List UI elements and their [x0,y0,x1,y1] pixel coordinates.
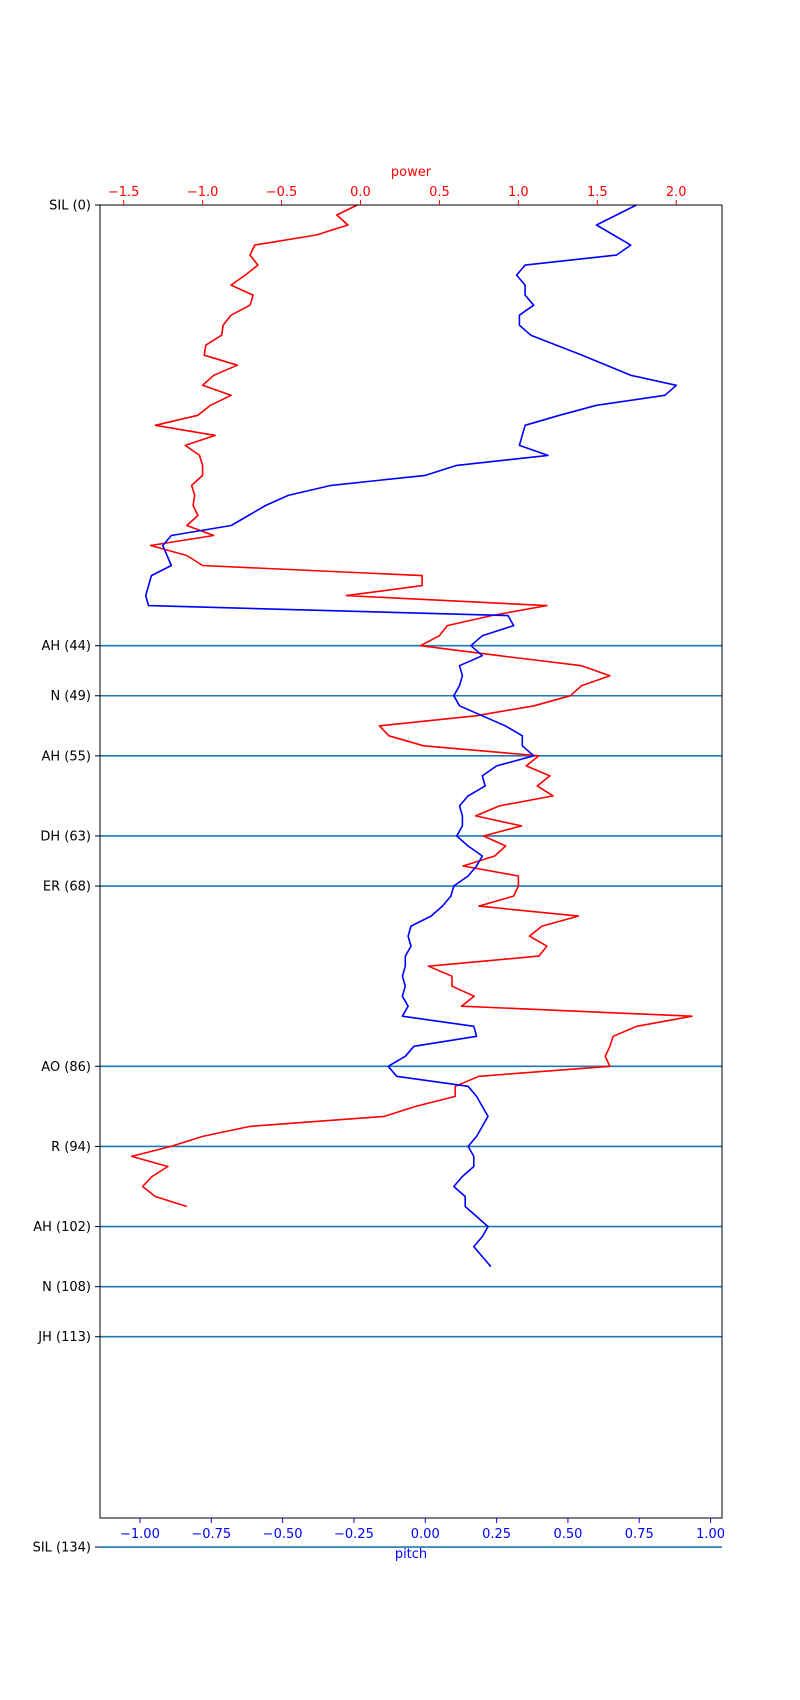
left-tick-label: N (49) [50,689,91,704]
top-axis-label: power [391,165,432,180]
left-tick-label: N (108) [42,1280,91,1295]
left-tick-label: R (94) [51,1140,91,1155]
left-tick-label: AO (86) [41,1060,91,1075]
pitch-series-line [144,204,678,1268]
top-tick-label: 2.0 [666,185,687,200]
top-tick-label: −1.0 [187,185,219,200]
left-tick-label: SIL (0) [49,199,91,214]
bottom-tick-label: −0.75 [191,1527,231,1542]
bottom-tick-label: −0.50 [263,1527,303,1542]
bottom-tick-label: 0.00 [411,1527,440,1542]
top-tick-label: −1.5 [108,185,140,200]
bottom-tick-label: 1.00 [696,1527,725,1542]
bottom-tick-label: 0.25 [482,1527,511,1542]
top-tick-label: −0.5 [266,185,298,200]
left-tick-label: SIL (134) [33,1541,91,1556]
series-lines [130,204,693,1268]
power-series-line [130,204,693,1208]
top-tick-label: 1.5 [587,185,608,200]
bottom-axis-label: pitch [395,1547,427,1562]
top-axis-power: −1.5 −1.0 −0.5 0.0 0.5 1.0 1.5 2.0 [108,185,687,205]
phone-boundary-lines [100,644,722,1548]
left-tick-label: AH (102) [33,1220,91,1235]
bottom-tick-label: 0.50 [553,1527,582,1542]
bottom-tick-label: 0.75 [625,1527,654,1542]
left-tick-label: DH (63) [40,829,91,844]
top-tick-label: 0.5 [429,185,450,200]
left-tick-label: AH (55) [42,749,92,764]
left-tick-label: AH (44) [42,639,92,654]
plot-frame [99,204,723,1519]
left-tick-label: JH (113) [37,1330,91,1345]
left-axis-phones: SIL (0) AH (44) N (49) AH (55) DH (63) ER (68… [33,199,100,1556]
bottom-tick-label: −1.00 [120,1527,160,1542]
left-tick-label: ER (68) [43,880,91,895]
top-tick-label: 1.0 [508,185,529,200]
bottom-axis-pitch: −1.00 −0.75 −0.50 −0.25 0.00 0.25 0.50 0.75 1.00 [120,1518,725,1542]
bottom-tick-label: −0.25 [334,1527,374,1542]
top-tick-label: 0.0 [350,185,371,200]
